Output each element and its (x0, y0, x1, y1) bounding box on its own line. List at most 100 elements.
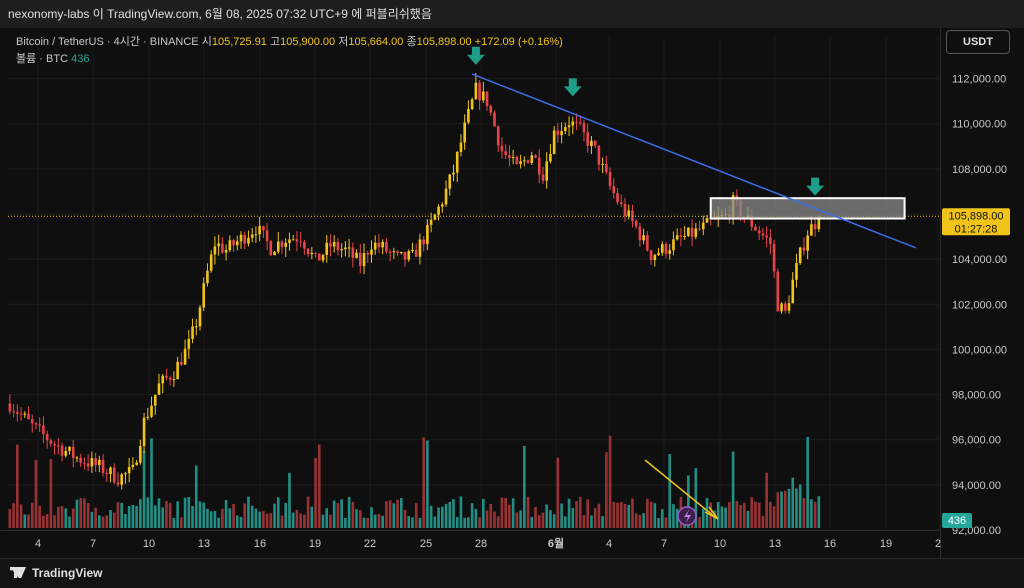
candle-body (310, 252, 314, 255)
time-tick-label: 22 (364, 538, 376, 550)
volume-bar (455, 517, 459, 528)
volume-bar (787, 488, 791, 528)
volume-bar (209, 511, 213, 528)
candle-body (355, 252, 358, 258)
chart-frame[interactable] (0, 28, 1024, 558)
volume-bar (742, 502, 746, 528)
volume-bar (68, 516, 71, 528)
volume-bar (765, 472, 768, 528)
candle-body (414, 249, 418, 257)
candle-body (649, 250, 653, 261)
volume-bar (45, 513, 49, 528)
candle-body (515, 157, 519, 165)
volume-legend: 볼륨 · BTC 436 (16, 50, 89, 66)
candle-body (45, 433, 49, 441)
candle-body (291, 239, 295, 241)
volume-bar (291, 512, 295, 528)
volume-bar (508, 504, 511, 528)
volume-bar (739, 504, 742, 528)
candle-body (276, 241, 280, 252)
volume-bar (545, 504, 549, 528)
footer-bar: TradingView (0, 558, 1024, 588)
volume-bar (60, 506, 64, 528)
volume-bar (280, 515, 284, 528)
candle-body (482, 91, 485, 101)
tradingview-logo[interactable]: TradingView (10, 566, 102, 580)
currency-button[interactable]: USDT (946, 30, 1010, 54)
volume-bar (422, 437, 425, 528)
volume-bar (98, 515, 101, 528)
symbol-label[interactable]: Bitcoin / TetherUS · 4시간 · BINANCE (16, 36, 199, 48)
candle-body (541, 174, 545, 181)
candle-body (605, 163, 608, 173)
volume-bar (176, 501, 179, 528)
volume-bar (157, 498, 161, 528)
volume-bar (534, 506, 537, 528)
volume-bar (202, 502, 206, 528)
volume-bar (429, 505, 433, 528)
volume-bar (571, 508, 575, 528)
volume-bar (515, 512, 519, 528)
volume-bar (772, 506, 776, 528)
volume-bar (504, 498, 507, 528)
candle-body (519, 161, 522, 165)
candle-body (593, 140, 597, 146)
volume-label[interactable]: 볼륨 · BTC (16, 53, 69, 65)
candle-body (221, 243, 224, 253)
candle-body (362, 253, 366, 267)
volume-bar (541, 512, 545, 528)
candle-body (288, 239, 291, 243)
volume-bar (627, 505, 631, 528)
candle-body (206, 270, 209, 284)
volume-bar (638, 514, 642, 528)
candle-body (269, 241, 273, 256)
candle-body (664, 244, 668, 254)
candle-body (105, 472, 109, 474)
volume-bar (325, 508, 329, 528)
volume-bar (564, 516, 567, 528)
volume-bar (582, 515, 586, 528)
volume-bar (235, 515, 239, 528)
volume-bar (262, 511, 265, 528)
candle-body (213, 246, 217, 255)
volume-bar (556, 457, 560, 528)
window-title-bar: nexonomy-labs 이 TradingView.com, 6월 08, … (0, 0, 1024, 28)
candle-body (116, 482, 120, 485)
volume-bar (288, 472, 291, 528)
candle-body (94, 458, 97, 466)
candle-body (433, 214, 437, 220)
candle-body (455, 152, 459, 173)
candle-body (150, 405, 153, 417)
price-tick-label: 102,000.00 (952, 299, 1007, 311)
candle-body (567, 125, 571, 128)
open-value: 105,725.91 (211, 36, 267, 48)
volume-bar (660, 509, 664, 528)
candle-body (146, 416, 150, 418)
volume-bar (135, 505, 138, 528)
volume-bar (194, 465, 198, 528)
candle-body (657, 252, 660, 255)
candle-body (489, 105, 493, 113)
candle-body (530, 155, 534, 163)
candle-body (351, 247, 355, 258)
candle-body (687, 227, 690, 236)
candle-body (120, 474, 124, 485)
candle-body (798, 247, 802, 264)
time-tick-label: 16 (824, 538, 836, 550)
candle-body (590, 140, 593, 146)
candle-body (485, 91, 489, 106)
volume-bar (321, 514, 325, 528)
candle-body (634, 220, 638, 227)
candle-body (627, 210, 631, 217)
candle-body (265, 230, 269, 242)
candle-body (534, 155, 537, 158)
volume-bar (299, 513, 302, 528)
time-tick-label: 4 (35, 538, 41, 550)
volume-bar (161, 507, 165, 528)
price-tag-bg (942, 208, 1010, 236)
candle-body (623, 204, 627, 217)
candle-body (64, 450, 68, 456)
volume-bar (224, 499, 228, 528)
